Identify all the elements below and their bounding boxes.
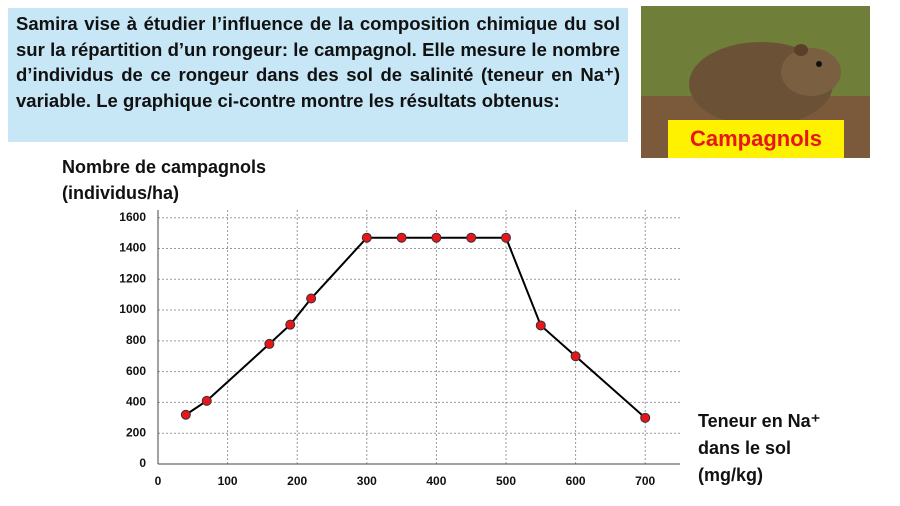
data-point: [640, 412, 651, 423]
x-tick-label: 300: [357, 474, 377, 488]
y-tick-label: 800: [126, 333, 146, 347]
data-point: [501, 232, 511, 243]
x-axis-label: Teneur en Na⁺: [698, 411, 820, 431]
y-tick-label: 0: [139, 456, 146, 470]
data-point: [201, 395, 212, 406]
data-point: [466, 232, 477, 243]
y-tick-label: 600: [126, 364, 146, 378]
x-tick-label: 500: [496, 474, 516, 488]
y-axis-label: (individus/ha): [62, 183, 179, 203]
data-point: [431, 232, 442, 243]
data-point: [570, 351, 581, 362]
data-line: [185, 236, 646, 419]
x-tick-label: 0: [155, 474, 162, 488]
x-tick-label: 400: [426, 474, 446, 488]
data-point: [306, 293, 317, 304]
data-point: [396, 232, 407, 243]
x-axis-label: dans le sol: [698, 438, 791, 458]
intro-text: Samira vise à étudier l’influence de la …: [8, 8, 628, 142]
y-tick-label: 1400: [119, 241, 146, 255]
y-tick-label: 400: [126, 395, 146, 409]
x-tick-label: 700: [635, 474, 655, 488]
y-tick-label: 200: [126, 425, 146, 439]
x-tick-label: 100: [218, 474, 238, 488]
y-tick-label: 1600: [119, 210, 146, 224]
x-tick-label: 200: [287, 474, 307, 488]
data-point: [264, 338, 275, 349]
data-point: [361, 232, 372, 243]
photo-label: Campagnols: [668, 120, 844, 158]
x-axis-label: (mg/kg): [698, 465, 763, 485]
data-point: [285, 319, 296, 330]
x-tick-label: 600: [566, 474, 586, 488]
y-tick-label: 1000: [119, 302, 146, 316]
data-point: [180, 409, 191, 420]
y-tick-label: 1200: [119, 271, 146, 285]
data-point: [535, 320, 546, 331]
y-axis-label: Nombre de campagnols: [62, 157, 266, 177]
